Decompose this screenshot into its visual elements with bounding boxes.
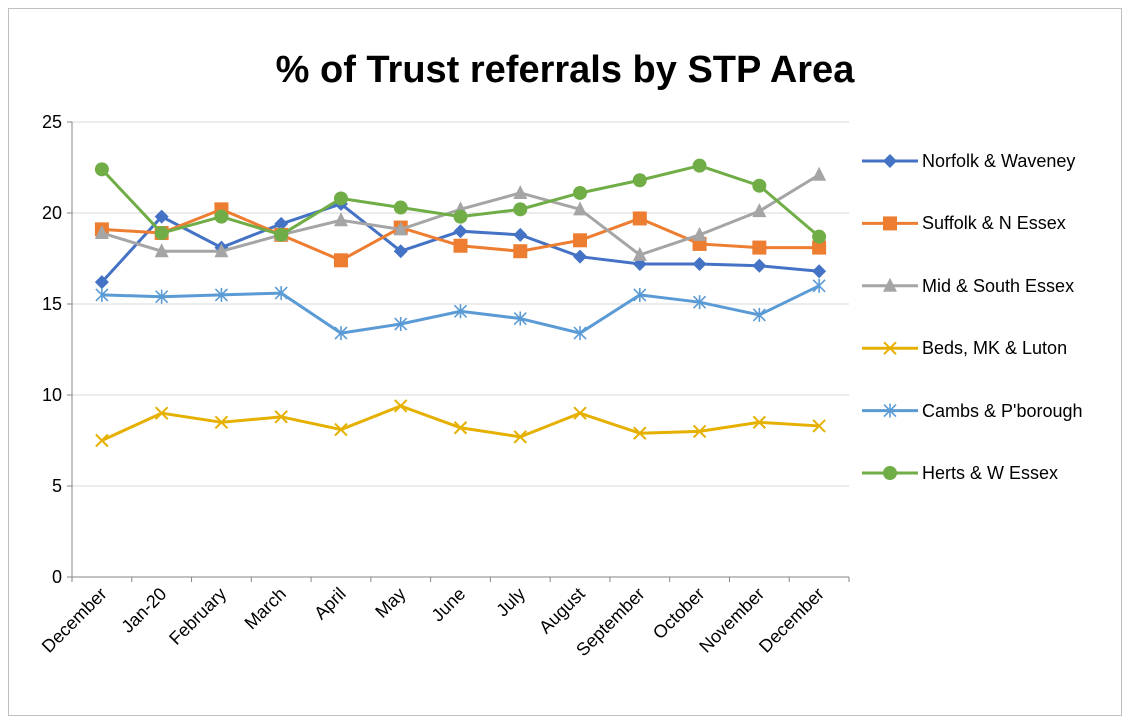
marker [633, 426, 647, 440]
marker [214, 287, 228, 302]
legend-label: Beds, MK & Luton [922, 338, 1068, 359]
marker [632, 246, 647, 261]
marker [812, 166, 827, 181]
marker [453, 209, 468, 224]
legend-label: Suffolk & N Essex [922, 213, 1066, 234]
marker [812, 264, 827, 279]
marker [513, 227, 528, 242]
marker [513, 202, 528, 217]
marker [883, 216, 897, 231]
chart-title: % of Trust referrals by STP Area [276, 49, 856, 91]
marker [154, 226, 169, 241]
marker [692, 256, 707, 271]
marker [333, 253, 348, 268]
marker [812, 419, 826, 433]
marker [632, 173, 647, 188]
marker [573, 233, 588, 248]
marker [752, 415, 767, 430]
marker [393, 221, 408, 236]
marker [154, 243, 169, 258]
marker [214, 415, 229, 430]
marker [752, 307, 766, 322]
marker [752, 178, 767, 193]
marker [94, 225, 109, 240]
marker [883, 403, 897, 418]
y-tick-label: 20 [42, 203, 62, 223]
marker [573, 185, 588, 200]
marker [214, 243, 229, 258]
marker [883, 466, 897, 480]
y-tick-label: 10 [42, 385, 62, 405]
marker [333, 191, 348, 206]
marker [394, 317, 408, 332]
marker [274, 216, 289, 231]
marker [752, 203, 767, 218]
marker [632, 211, 647, 226]
marker [453, 421, 468, 435]
marker [883, 341, 897, 355]
marker [692, 158, 707, 173]
marker [513, 430, 527, 444]
marker [812, 229, 827, 244]
marker [155, 289, 169, 304]
marker [883, 277, 897, 292]
marker [393, 244, 408, 259]
marker [274, 227, 289, 242]
chart-border [8, 8, 1122, 716]
marker [334, 326, 348, 341]
y-tick-label: 0 [52, 567, 62, 587]
marker [95, 433, 109, 448]
marker [393, 200, 408, 215]
marker [573, 201, 588, 216]
marker [812, 278, 826, 293]
marker [633, 287, 647, 302]
marker [693, 295, 707, 310]
marker [573, 249, 588, 264]
marker [513, 184, 528, 199]
marker [94, 162, 109, 177]
marker [573, 406, 587, 420]
marker [154, 209, 169, 224]
marker [274, 286, 288, 301]
marker [95, 287, 109, 302]
marker [883, 154, 897, 168]
marker [573, 326, 587, 341]
legend-label: Herts & W Essex [922, 463, 1059, 483]
marker [453, 304, 468, 319]
marker [453, 224, 468, 239]
marker [812, 240, 827, 255]
marker [692, 226, 707, 241]
legend-label: Cambs & P'borough [922, 400, 1083, 421]
y-tick-label: 25 [42, 112, 62, 132]
marker [752, 258, 767, 273]
marker [752, 240, 767, 255]
legend-label: Norfolk & Waveney [922, 151, 1076, 171]
y-tick-label: 15 [42, 294, 62, 314]
marker [394, 399, 408, 413]
marker [333, 212, 348, 227]
marker [334, 422, 348, 437]
marker [94, 275, 109, 290]
marker [154, 406, 169, 420]
marker [513, 311, 527, 326]
legend-label: Mid & South Essex [922, 275, 1075, 296]
marker [274, 410, 288, 424]
marker [513, 244, 528, 259]
marker [453, 238, 468, 253]
y-tick-label: 5 [52, 476, 62, 496]
marker [692, 424, 707, 439]
marker [214, 209, 229, 224]
